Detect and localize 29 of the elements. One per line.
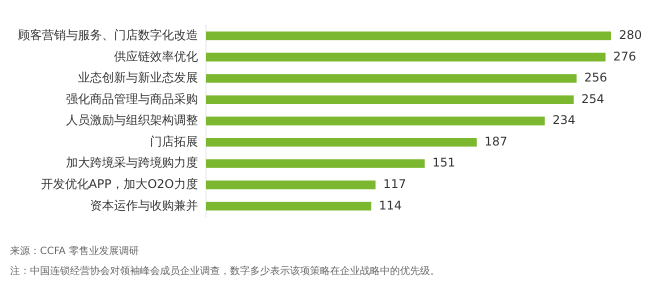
data-label: 256 bbox=[584, 70, 608, 85]
y-tick-label: 供应链效率优化 bbox=[114, 49, 198, 64]
bar bbox=[206, 74, 577, 83]
bar bbox=[206, 116, 545, 126]
bar bbox=[206, 32, 611, 40]
data-label: 280 bbox=[619, 28, 642, 42]
bar bbox=[206, 95, 574, 104]
y-tick-label: 开发优化APP，加大O2O力度 bbox=[40, 176, 198, 191]
text: 注：中国连锁经营协会对领袖峰会成员企业调查，数字多少表示该项策略在企业战略中的优先级。 bbox=[10, 264, 440, 279]
bar bbox=[206, 159, 425, 168]
y-tick-label: 人员激励与组织架构调整 bbox=[66, 113, 198, 128]
data-label: 117 bbox=[383, 176, 406, 191]
y-tick-label: 加大跨境采与跨境购力度 bbox=[66, 156, 198, 170]
bar bbox=[206, 202, 372, 210]
data-label: 254 bbox=[581, 92, 604, 106]
y-tick-label: 门店拓展 bbox=[150, 134, 198, 148]
y-tick-label: 顾客营销与服务、门店数字化改造 bbox=[18, 28, 198, 42]
bar bbox=[206, 138, 477, 147]
data-label: 234 bbox=[552, 113, 576, 128]
data-label: 187 bbox=[484, 134, 508, 148]
bar bbox=[206, 180, 376, 190]
data-label: 151 bbox=[432, 156, 456, 170]
y-tick-label: 业态创新与新业态发展 bbox=[78, 70, 198, 85]
data-label: 114 bbox=[378, 198, 402, 212]
y-tick-label: 强化商品管理与商品采购 bbox=[66, 92, 198, 106]
y-tick-label: 资本运作与收购兼并 bbox=[90, 198, 198, 212]
bar bbox=[206, 52, 606, 62]
data-label: 276 bbox=[613, 49, 636, 64]
source-note: 来源：CCFA 零售业发展调研 bbox=[10, 244, 140, 259]
